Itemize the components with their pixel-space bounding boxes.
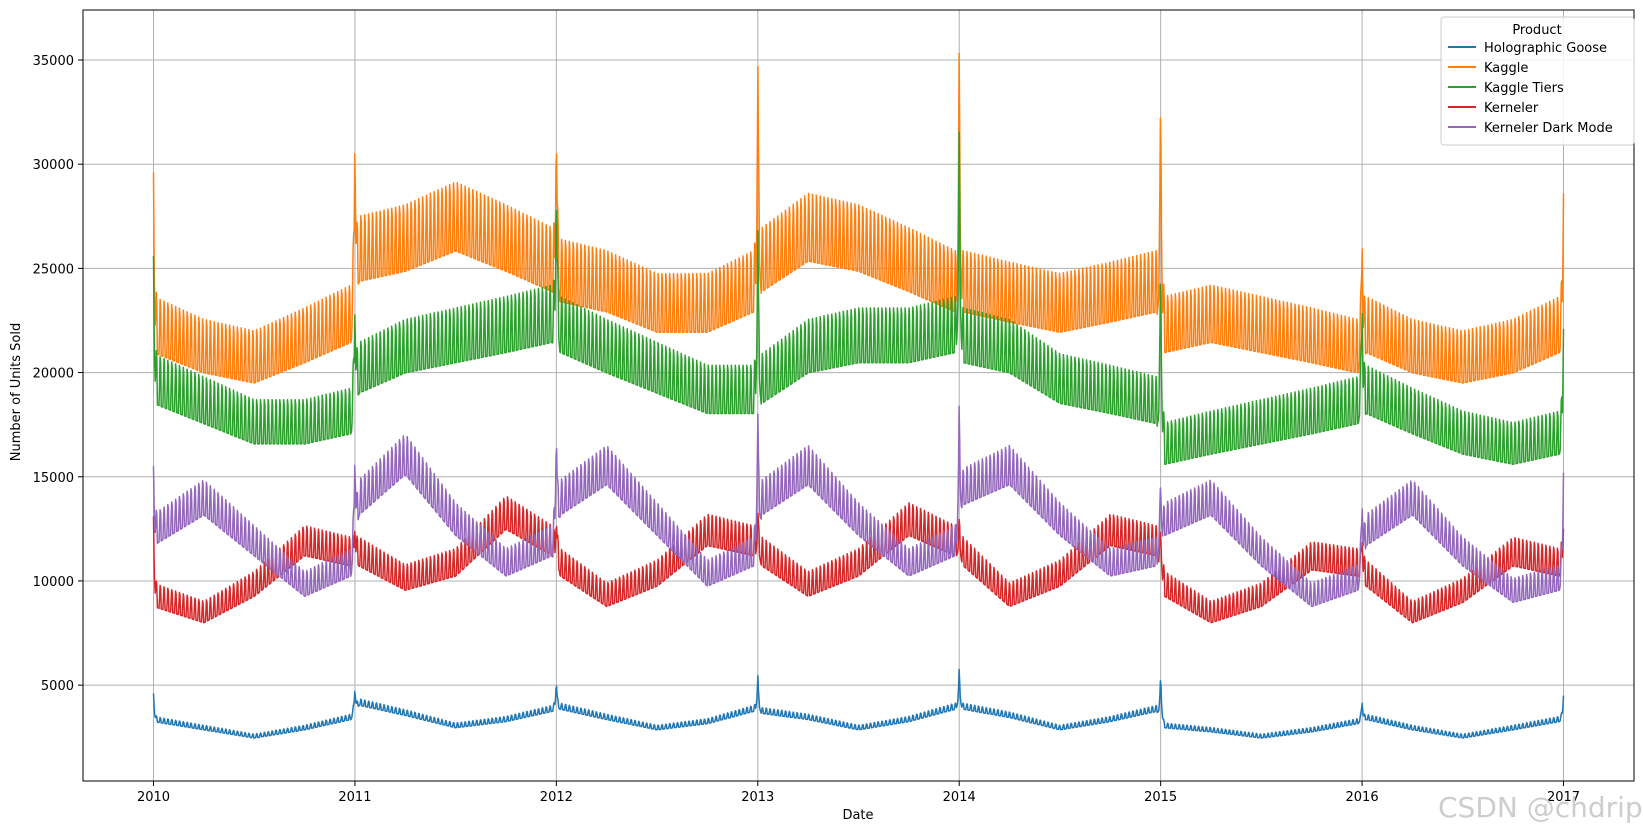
x-axis-label: Date xyxy=(842,808,873,823)
x-tick-label: 2012 xyxy=(540,790,573,805)
y-tick-label: 25000 xyxy=(33,262,74,277)
series-line-holographic-goose xyxy=(152,668,1565,739)
legend: Product Holographic Goose Kaggle Kaggle Ti… xyxy=(1440,16,1635,146)
y-tick-label: 35000 xyxy=(33,54,74,69)
y-tick-label: 20000 xyxy=(33,367,74,382)
x-tick-label: 2014 xyxy=(943,790,976,805)
legend-box xyxy=(1440,16,1635,146)
series-line-kaggle-tiers xyxy=(152,131,1565,465)
x-tick-label: 2015 xyxy=(1144,790,1177,805)
series-line-kaggle xyxy=(152,52,1565,384)
legend-label-kerneler-dark-mode: Kerneler Dark Mode xyxy=(1484,121,1613,136)
plot-frame xyxy=(82,9,1635,782)
series-line-kerneler xyxy=(152,496,1565,624)
y-axis-ticks: 5000 10000 15000 20000 25000 30000 35000 xyxy=(33,54,83,694)
watermark: CSDN @chdrip xyxy=(1438,791,1643,824)
legend-title: Product xyxy=(1512,23,1561,38)
series-line-kerneler-dark-mode xyxy=(152,405,1565,608)
x-tick-label: 2010 xyxy=(137,790,170,805)
y-tick-label: 15000 xyxy=(33,471,74,486)
x-tick-label: 2016 xyxy=(1346,790,1379,805)
y-axis-label: Number of Units Sold xyxy=(9,323,24,461)
y-tick-label: 10000 xyxy=(33,575,74,590)
x-tick-label: 2017 xyxy=(1547,790,1580,805)
y-tick-label: 30000 xyxy=(33,158,74,173)
legend-label-holographic-goose: Holographic Goose xyxy=(1484,41,1607,56)
legend-label-kaggle-tiers: Kaggle Tiers xyxy=(1484,81,1564,96)
x-axis-ticks: 2010 2011 2012 2013 2014 2015 2016 2017 xyxy=(137,781,1580,805)
x-tick-label: 2013 xyxy=(741,790,774,805)
legend-label-kerneler: Kerneler xyxy=(1484,101,1539,116)
x-tick-label: 2011 xyxy=(338,790,371,805)
series-lines xyxy=(152,52,1565,739)
y-tick-label: 5000 xyxy=(41,679,74,694)
legend-label-kaggle: Kaggle xyxy=(1484,61,1528,76)
